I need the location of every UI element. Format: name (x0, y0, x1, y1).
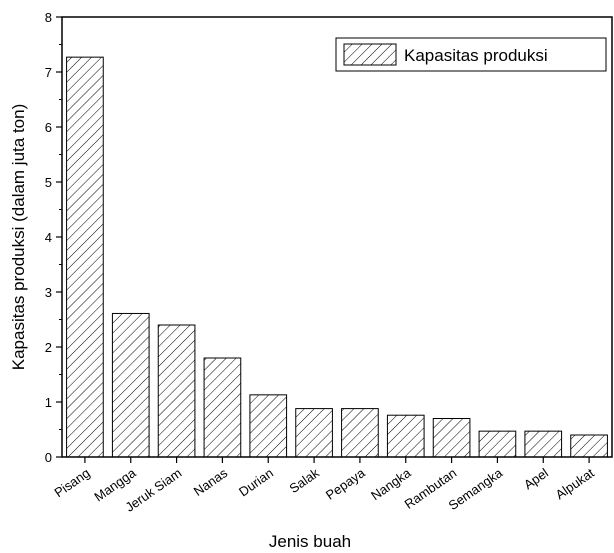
y-axis-title: Kapasitas produksi (dalam juta ton) (9, 104, 28, 370)
bar (524, 430, 563, 458)
y-tick-label: 7 (45, 65, 52, 80)
legend-swatch (343, 43, 397, 66)
bar (66, 56, 104, 458)
bar (570, 434, 608, 458)
x-tick-label: Salak (287, 465, 323, 496)
legend: Kapasitas produksi (335, 37, 607, 72)
legend-label: Kapasitas produksi (404, 46, 548, 65)
x-tick-label: Pepaya (323, 465, 368, 503)
bar (111, 312, 150, 458)
y-tick-label: 8 (45, 10, 52, 25)
x-axis-title: Jenis buah (269, 532, 351, 551)
y-axis: 0 1 2 3 4 5 6 7 8 (45, 10, 62, 465)
y-tick-label: 3 (45, 285, 52, 300)
bar (432, 418, 471, 458)
x-tick-label: Nanas (191, 465, 231, 499)
bar (341, 408, 379, 458)
x-tick-label: Durian (236, 465, 276, 499)
x-tick-label: Pisang (51, 465, 92, 500)
x-tick-label: Apel (521, 465, 551, 492)
bars-group (66, 56, 608, 458)
y-tick-label: 2 (45, 340, 52, 355)
y-tick-label: 0 (45, 450, 52, 465)
y-tick-label: 5 (45, 175, 52, 190)
bar (386, 414, 425, 458)
bar (295, 408, 333, 458)
bar (157, 324, 196, 458)
y-tick-label: 4 (45, 230, 52, 245)
bar (478, 430, 517, 458)
x-tick-label: Alpukat (553, 465, 597, 502)
y-tick-label: 1 (45, 395, 52, 410)
y-tick-label: 6 (45, 120, 52, 135)
bar (249, 394, 288, 458)
bar (203, 357, 242, 458)
